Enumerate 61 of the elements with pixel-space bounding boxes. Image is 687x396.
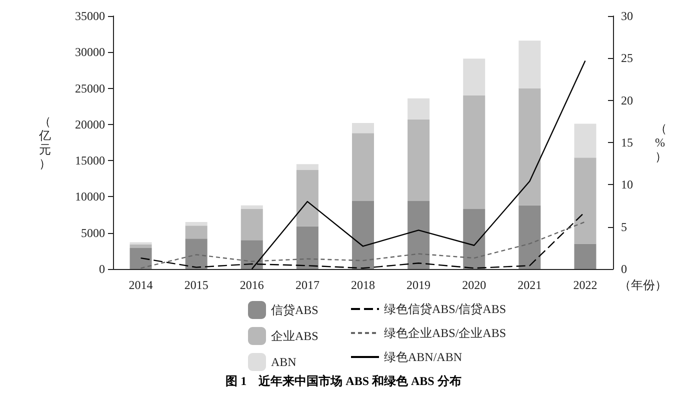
legend-label: 信贷ABS (271, 303, 318, 317)
bar (408, 201, 430, 269)
y2-axis-title: （%） (655, 122, 667, 164)
bar (240, 240, 263, 269)
bar (518, 205, 541, 269)
bar (185, 226, 208, 239)
x-tick-label: 2015 (184, 278, 208, 292)
y-tick-label: 25000 (75, 81, 105, 96)
y2-tick-label: 25 (621, 51, 633, 66)
bar (240, 205, 263, 210)
y2-tick-label: 30 (621, 9, 633, 23)
y2-tick-label: 15 (621, 136, 633, 150)
bar (518, 40, 541, 88)
x-tick-label: 2016 (240, 278, 264, 292)
y2-tick-label: 5 (621, 220, 627, 234)
bar (352, 133, 374, 202)
y2-tick-label: 10 (621, 178, 633, 192)
bar (518, 88, 541, 206)
bar (463, 58, 486, 96)
y2-tick-label: 0 (621, 262, 627, 276)
bar (574, 158, 596, 244)
bar (130, 248, 152, 269)
y-tick-label: 15000 (75, 154, 105, 168)
y2-tick-label: 20 (621, 93, 633, 108)
bar (296, 170, 318, 226)
bar (296, 164, 318, 170)
bar (185, 238, 208, 269)
bar (130, 244, 152, 248)
bar (574, 124, 596, 158)
legend-label: 绿色ABN/ABN (384, 350, 462, 364)
bar (463, 96, 486, 210)
legend-label: 企业ABS (271, 329, 318, 343)
bar (574, 244, 596, 269)
bar (296, 226, 318, 269)
x-tick-label: 2019 (406, 278, 431, 292)
line-series (140, 221, 586, 269)
x-tick-label: 2022 (573, 278, 598, 292)
x-tick-label: 2014 (128, 278, 153, 292)
text: 图 1 近年来中国市场 ABS 和绿色 ABS 分布 (226, 374, 462, 388)
y-tick-label: 30000 (75, 45, 105, 60)
bar (352, 201, 374, 269)
legend-label: ABN (271, 355, 297, 369)
x-tick-label: 2018 (351, 278, 375, 292)
y-axis-title: （亿元） (38, 114, 51, 170)
bar (408, 119, 430, 202)
y-tick-label: 0 (99, 262, 105, 276)
bar (185, 222, 208, 226)
y-tick-label: 35000 (75, 9, 105, 23)
y-tick-label: 10000 (75, 190, 105, 204)
x-tick-label: 2020 (462, 278, 486, 292)
y-tick-label: 5000 (81, 226, 105, 240)
bar (240, 209, 263, 240)
bar (463, 209, 486, 269)
x-tick-label: 2021 (518, 278, 542, 292)
legend-label: 绿色企业ABS/企业ABS (384, 326, 506, 340)
bar (352, 122, 374, 134)
bar (408, 98, 430, 120)
legend-label: 绿色信贷ABS/信贷ABS (384, 302, 506, 316)
x-tick-label: 2017 (295, 278, 320, 292)
x-axis-title: （年份） (619, 278, 667, 292)
y-tick-label: 20000 (75, 117, 105, 132)
